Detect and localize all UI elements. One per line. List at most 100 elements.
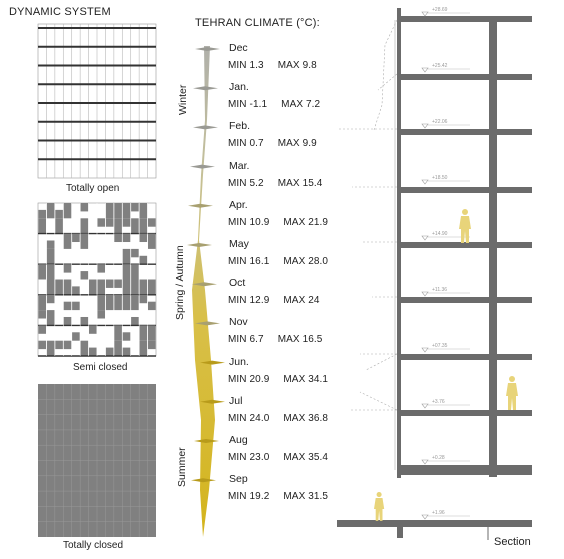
month-min: MIN 1.3 — [228, 60, 264, 71]
floor-slab — [397, 74, 532, 80]
month-min: MIN -1.1 — [228, 99, 268, 111]
month-max: MAX 7.2 — [281, 99, 321, 111]
louver-line — [359, 353, 398, 411]
month-min-max: MIN 16.1 MAX 28.0 — [228, 256, 328, 267]
panel-semi-cell — [63, 203, 72, 219]
panel-semi-cell — [80, 218, 89, 234]
panel-semi-cell — [97, 294, 106, 311]
month-min-max: MIN 23.0 MAX 35.4 — [228, 452, 328, 463]
month-name: Nov — [229, 316, 248, 329]
louver-line — [377, 73, 398, 91]
panel-semi-cell — [63, 301, 72, 311]
panel-semi-cell — [147, 233, 156, 249]
month-marker — [193, 125, 218, 130]
panel-semi-cell — [139, 279, 148, 295]
level-marker — [421, 459, 429, 465]
month-name: May — [229, 238, 249, 250]
month-name: Feb. — [229, 120, 251, 133]
month-marker — [194, 439, 219, 443]
panel-semi-cell — [55, 279, 63, 295]
month-name: Aug — [229, 434, 248, 446]
panel-semi-cell — [38, 325, 47, 334]
level-marker — [421, 235, 429, 241]
panel-semi-cell — [114, 340, 122, 356]
panel-semi-cell — [88, 279, 97, 295]
floor-slab — [397, 354, 532, 360]
month-min-max: MIN 0.7 MAX 9.9 — [228, 138, 317, 149]
panel-semi-cell — [80, 203, 89, 212]
month-name: Oct — [229, 277, 246, 290]
ground-line — [337, 520, 532, 527]
ground-slab — [397, 465, 532, 475]
panel-semi-cell — [139, 203, 148, 219]
month-marker — [192, 282, 217, 287]
month-max: MAX 34.1 — [283, 373, 329, 385]
month-name: Dec — [229, 42, 248, 54]
panel-semi-cell — [55, 218, 63, 234]
panel-semi-cell — [46, 340, 55, 356]
level-marker — [421, 514, 429, 520]
panel-semi-cell — [122, 347, 131, 356]
panel-semi-cell — [46, 310, 55, 326]
panel-semi-cell — [46, 203, 55, 219]
floor-slab — [397, 187, 532, 193]
month-min: MIN 24.0 — [228, 412, 270, 424]
panel-semi-cell — [80, 233, 89, 249]
panel-semi-cell — [38, 209, 47, 219]
month-min: MIN 10.9 — [228, 216, 270, 228]
month-min-max: MIN 12.9 MAX 24 — [228, 295, 320, 306]
panel-semi-cell — [105, 347, 114, 356]
level-label: +22.06 — [432, 119, 448, 125]
panel-semi-cell — [38, 340, 47, 350]
month-min-max: MIN 1.3 MAX 9.8 — [228, 60, 317, 71]
month-min-max: MIN 5.2 MAX 15.4 — [228, 178, 322, 189]
month-max: MAX 21.9 — [283, 216, 329, 228]
climate-title: TEHRAN CLIMATE (°C): — [195, 17, 320, 29]
floor-slab — [397, 410, 532, 416]
floor-slab — [397, 129, 532, 135]
panel-semi-cell — [63, 264, 72, 273]
level-marker — [421, 123, 429, 129]
level-marker — [421, 179, 429, 185]
level-label: +07.35 — [432, 343, 448, 349]
panel-semi-cell — [147, 279, 156, 295]
month-max: MAX 36.8 — [283, 412, 329, 424]
level-label: +25.42 — [432, 63, 448, 69]
louver-line — [373, 19, 398, 131]
floor-slab — [397, 242, 532, 248]
level-label: +3.76 — [432, 399, 445, 405]
month-name: Jul — [229, 394, 243, 407]
month-max: MAX 9.8 — [277, 60, 317, 71]
level-marker — [421, 291, 429, 297]
month-min: MIN 6.7 — [228, 334, 264, 346]
panel-semi-cell — [105, 218, 114, 227]
panel-semi-cell — [105, 203, 114, 219]
month-marker — [200, 399, 225, 404]
panel-semi-cell — [97, 279, 106, 295]
month-min: MIN 5.2 — [228, 177, 264, 189]
panel-semi-cell — [122, 264, 131, 280]
panel-semi-cell — [147, 301, 156, 311]
panel-semi-cell — [114, 218, 122, 234]
panel-semi-cell — [122, 203, 131, 219]
panel-semi-cell — [131, 218, 139, 234]
level-label: +0.28 — [432, 455, 445, 461]
month-min-max: MIN -1.1 MAX 7.2 — [228, 99, 320, 110]
panel-semi-cell — [63, 233, 72, 249]
level-label: +1.96 — [432, 510, 445, 516]
panel-semi-cell — [122, 332, 131, 341]
panel-semi-cell — [114, 279, 122, 288]
month-marker — [190, 164, 215, 169]
month-name: Apr. — [229, 198, 248, 211]
panel-semi-cell — [46, 279, 55, 295]
panel-semi-cell — [55, 209, 63, 219]
panel-semi-cell — [122, 248, 131, 265]
month-marker — [195, 47, 220, 51]
section-label: Section — [494, 536, 531, 548]
panel-semi-cell — [139, 340, 148, 356]
panel-semi-cell — [63, 279, 72, 295]
level-label: +11.36 — [432, 287, 447, 293]
month-min-max: MIN 10.9 MAX 21.9 — [228, 217, 328, 228]
panel-semi-cell — [139, 325, 148, 341]
level-label: +14.90 — [432, 231, 448, 237]
